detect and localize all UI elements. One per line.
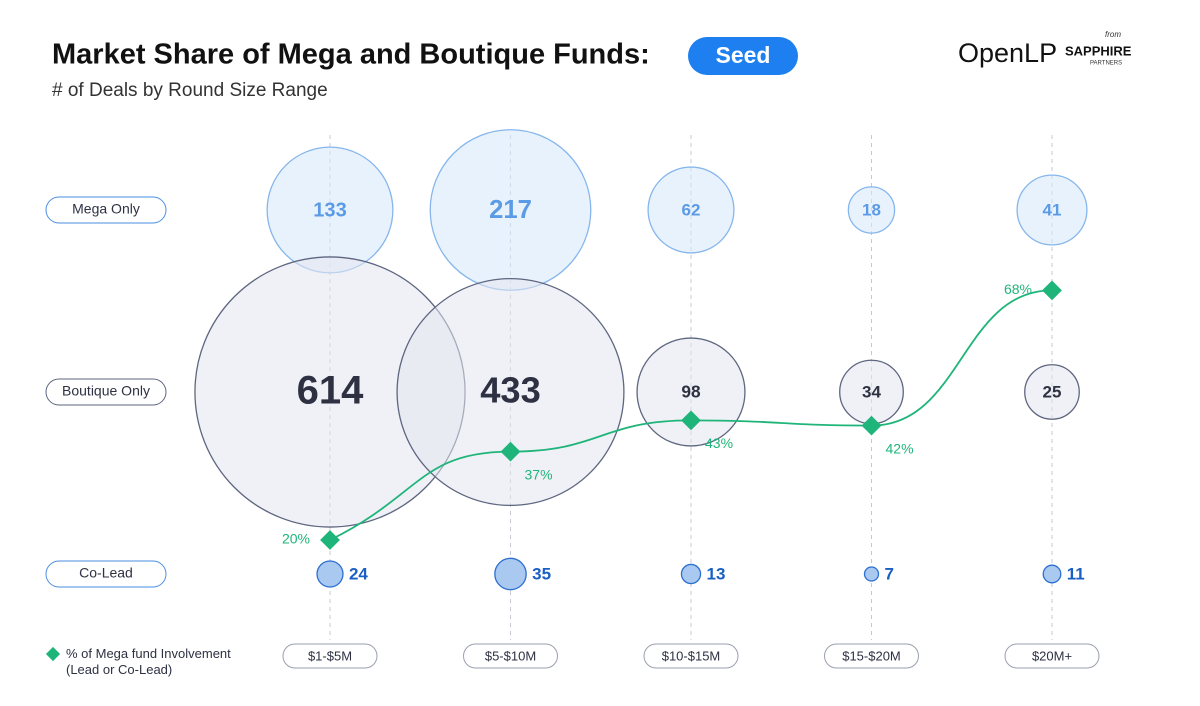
bubble — [647, 166, 735, 254]
row-pill — [45, 378, 167, 406]
logo-brand: OpenLP — [958, 38, 1057, 68]
line-marker — [500, 441, 521, 462]
value-label: 13 — [707, 564, 726, 583]
line-label: 68% — [1004, 281, 1032, 297]
category-pill — [824, 643, 919, 669]
labels: Mega Only 133 217 62 18 41 Boutique Only 614 433… — [45, 196, 1100, 669]
logo-from: from — [1105, 30, 1121, 39]
bubble — [680, 563, 702, 585]
line-label: 43% — [705, 435, 733, 451]
row-label: Boutique Only — [62, 383, 150, 399]
row-label: Mega Only — [72, 201, 140, 217]
value-label: 133 — [313, 199, 347, 221]
line-marker — [861, 415, 882, 436]
badge: Seed — [716, 42, 771, 68]
logo-partner-sub: PARTNERS — [1090, 61, 1122, 67]
bubbles — [194, 129, 1088, 640]
bubble — [494, 557, 527, 591]
bubble — [1042, 564, 1062, 584]
value-label: 18 — [862, 200, 881, 219]
line-marker — [681, 410, 701, 431]
value-label: 34 — [862, 382, 881, 401]
line-marker — [1042, 280, 1062, 301]
value-label: 35 — [532, 564, 551, 583]
bubble — [1024, 364, 1080, 420]
x-tick-label: $20M+ — [1032, 648, 1072, 663]
value-label: 614 — [297, 369, 364, 413]
value-label: 217 — [489, 196, 532, 224]
row-label: Co-Lead — [79, 565, 133, 581]
line-label: 42% — [886, 440, 914, 456]
value-label: 24 — [349, 564, 368, 583]
bubble — [847, 186, 896, 234]
logo-partner: SAPPHIRE — [1065, 43, 1132, 58]
subtitle: # of Deals by Round Size Range — [52, 80, 328, 101]
line-label: 20% — [282, 531, 310, 547]
category-pill — [1004, 643, 1100, 669]
value-label: 7 — [885, 564, 894, 583]
bubble — [863, 566, 880, 582]
x-tick-label: $1-$5M — [308, 648, 352, 663]
value-label: 25 — [1043, 382, 1062, 401]
line-label: 37% — [525, 466, 553, 482]
bubble — [1016, 174, 1088, 246]
x-tick-label: $5-$10M — [485, 648, 536, 663]
value-label: 41 — [1043, 200, 1062, 219]
legend-label: % of Mega fund Involvement (Lead or Co-L… — [66, 646, 231, 677]
row-pill — [45, 196, 167, 224]
badge-bg — [688, 37, 798, 75]
value-label: 98 — [681, 382, 701, 402]
value-label: 433 — [480, 370, 541, 411]
category-pill — [463, 643, 558, 669]
category-pill — [282, 643, 378, 669]
line-marker — [320, 530, 340, 550]
bubble — [636, 337, 746, 447]
category-pill — [643, 643, 739, 669]
row-pill — [45, 560, 167, 588]
title: Market Share of Mega and Boutique Funds: — [52, 39, 650, 71]
value-label: 11 — [1067, 564, 1085, 583]
legend-marker — [45, 646, 61, 662]
x-tick-label: $10-$15M — [662, 648, 721, 663]
x-tick-label: $15-$20M — [842, 648, 901, 663]
bubble — [316, 560, 344, 588]
bubble — [396, 277, 625, 507]
value-label: 62 — [682, 200, 701, 219]
